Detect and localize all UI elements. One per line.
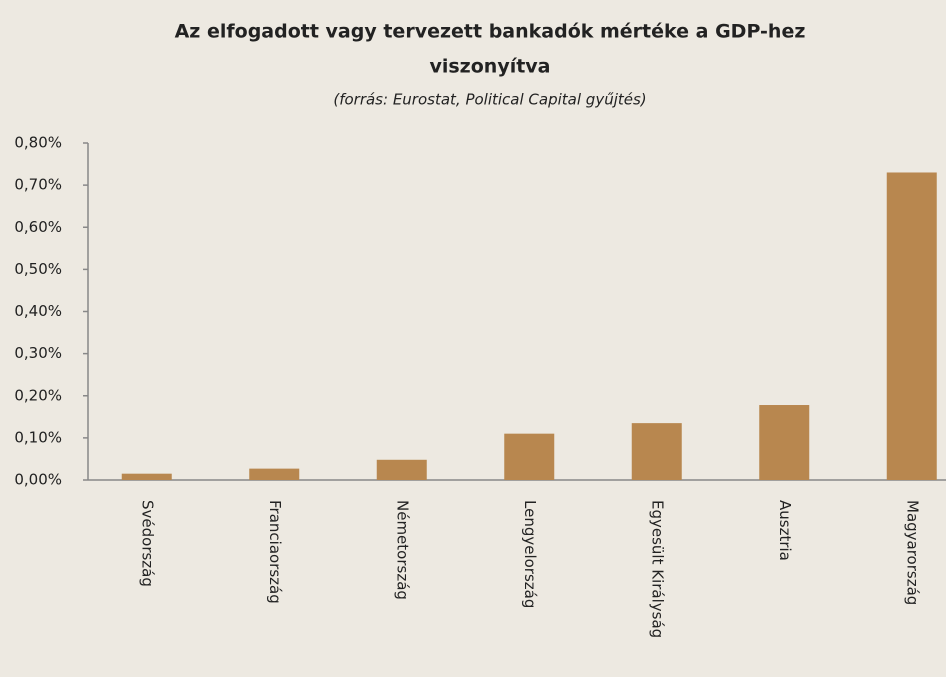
x-tick-label: Lengyelország [521, 500, 539, 608]
chart-title: Az elfogadott vagy tervezett bankadók mé… [175, 21, 806, 43]
x-tick-label: Németország [393, 500, 411, 600]
x-tick-label: Franciaország [266, 500, 284, 604]
y-tick-label: 0,70% [14, 176, 62, 194]
bar [376, 459, 427, 480]
bar [886, 172, 937, 481]
y-tick-label: 0,00% [14, 471, 62, 489]
bar [504, 433, 555, 480]
y-tick-label: 0,60% [14, 218, 62, 236]
bar [631, 423, 682, 480]
chart-title: viszonyítva [429, 56, 550, 78]
y-tick-label: 0,20% [14, 386, 62, 404]
x-tick-label: Magyarország [903, 500, 921, 605]
chart-subtitle: (forrás: Eurostat, Political Capital gyű… [333, 91, 646, 109]
x-tick-label: Ausztria [776, 500, 794, 561]
y-tick-label: 0,80% [14, 134, 62, 152]
x-tick-label: Svédország [138, 500, 156, 587]
bar [759, 405, 810, 480]
bar [249, 468, 300, 480]
x-tick-label: Egyesült Királyság [648, 500, 666, 638]
y-tick-label: 0,50% [14, 260, 62, 278]
y-tick-label: 0,30% [14, 344, 62, 362]
bar [121, 473, 172, 480]
y-tick-label: 0,10% [14, 428, 62, 446]
y-tick-label: 0,40% [14, 302, 62, 320]
